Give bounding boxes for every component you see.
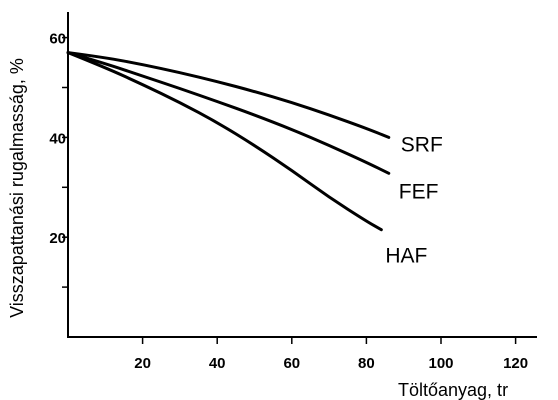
series-label-srf: SRF <box>401 133 443 156</box>
x-axis-title: Töltőanyag, tr <box>398 380 508 400</box>
x-tick-label: 80 <box>358 355 375 372</box>
series-label-haf: HAF <box>385 245 427 268</box>
series-line-srf <box>66 51 391 139</box>
series-label-fef: FEF <box>399 180 439 203</box>
y-tick-label: 20 <box>49 230 66 247</box>
y-tick-label: 40 <box>49 130 66 147</box>
series-lines <box>66 51 391 232</box>
x-tick-label: 60 <box>283 355 300 372</box>
series-line-haf <box>66 51 383 232</box>
ticks: 20 40 60 80 100 120 20 40 60 <box>49 31 528 372</box>
y-tick-label: 60 <box>49 31 66 48</box>
x-tick-label: 20 <box>134 355 151 372</box>
x-tick-label: 120 <box>503 355 528 372</box>
series-line-fef <box>66 51 391 175</box>
y-axis-title: Visszapattanási rugalmasság, % <box>7 58 27 318</box>
x-tick-label: 40 <box>209 355 226 372</box>
x-tick-label: 100 <box>428 355 453 372</box>
series-labels: SRF FEF HAF <box>385 133 442 267</box>
axes <box>67 12 537 338</box>
